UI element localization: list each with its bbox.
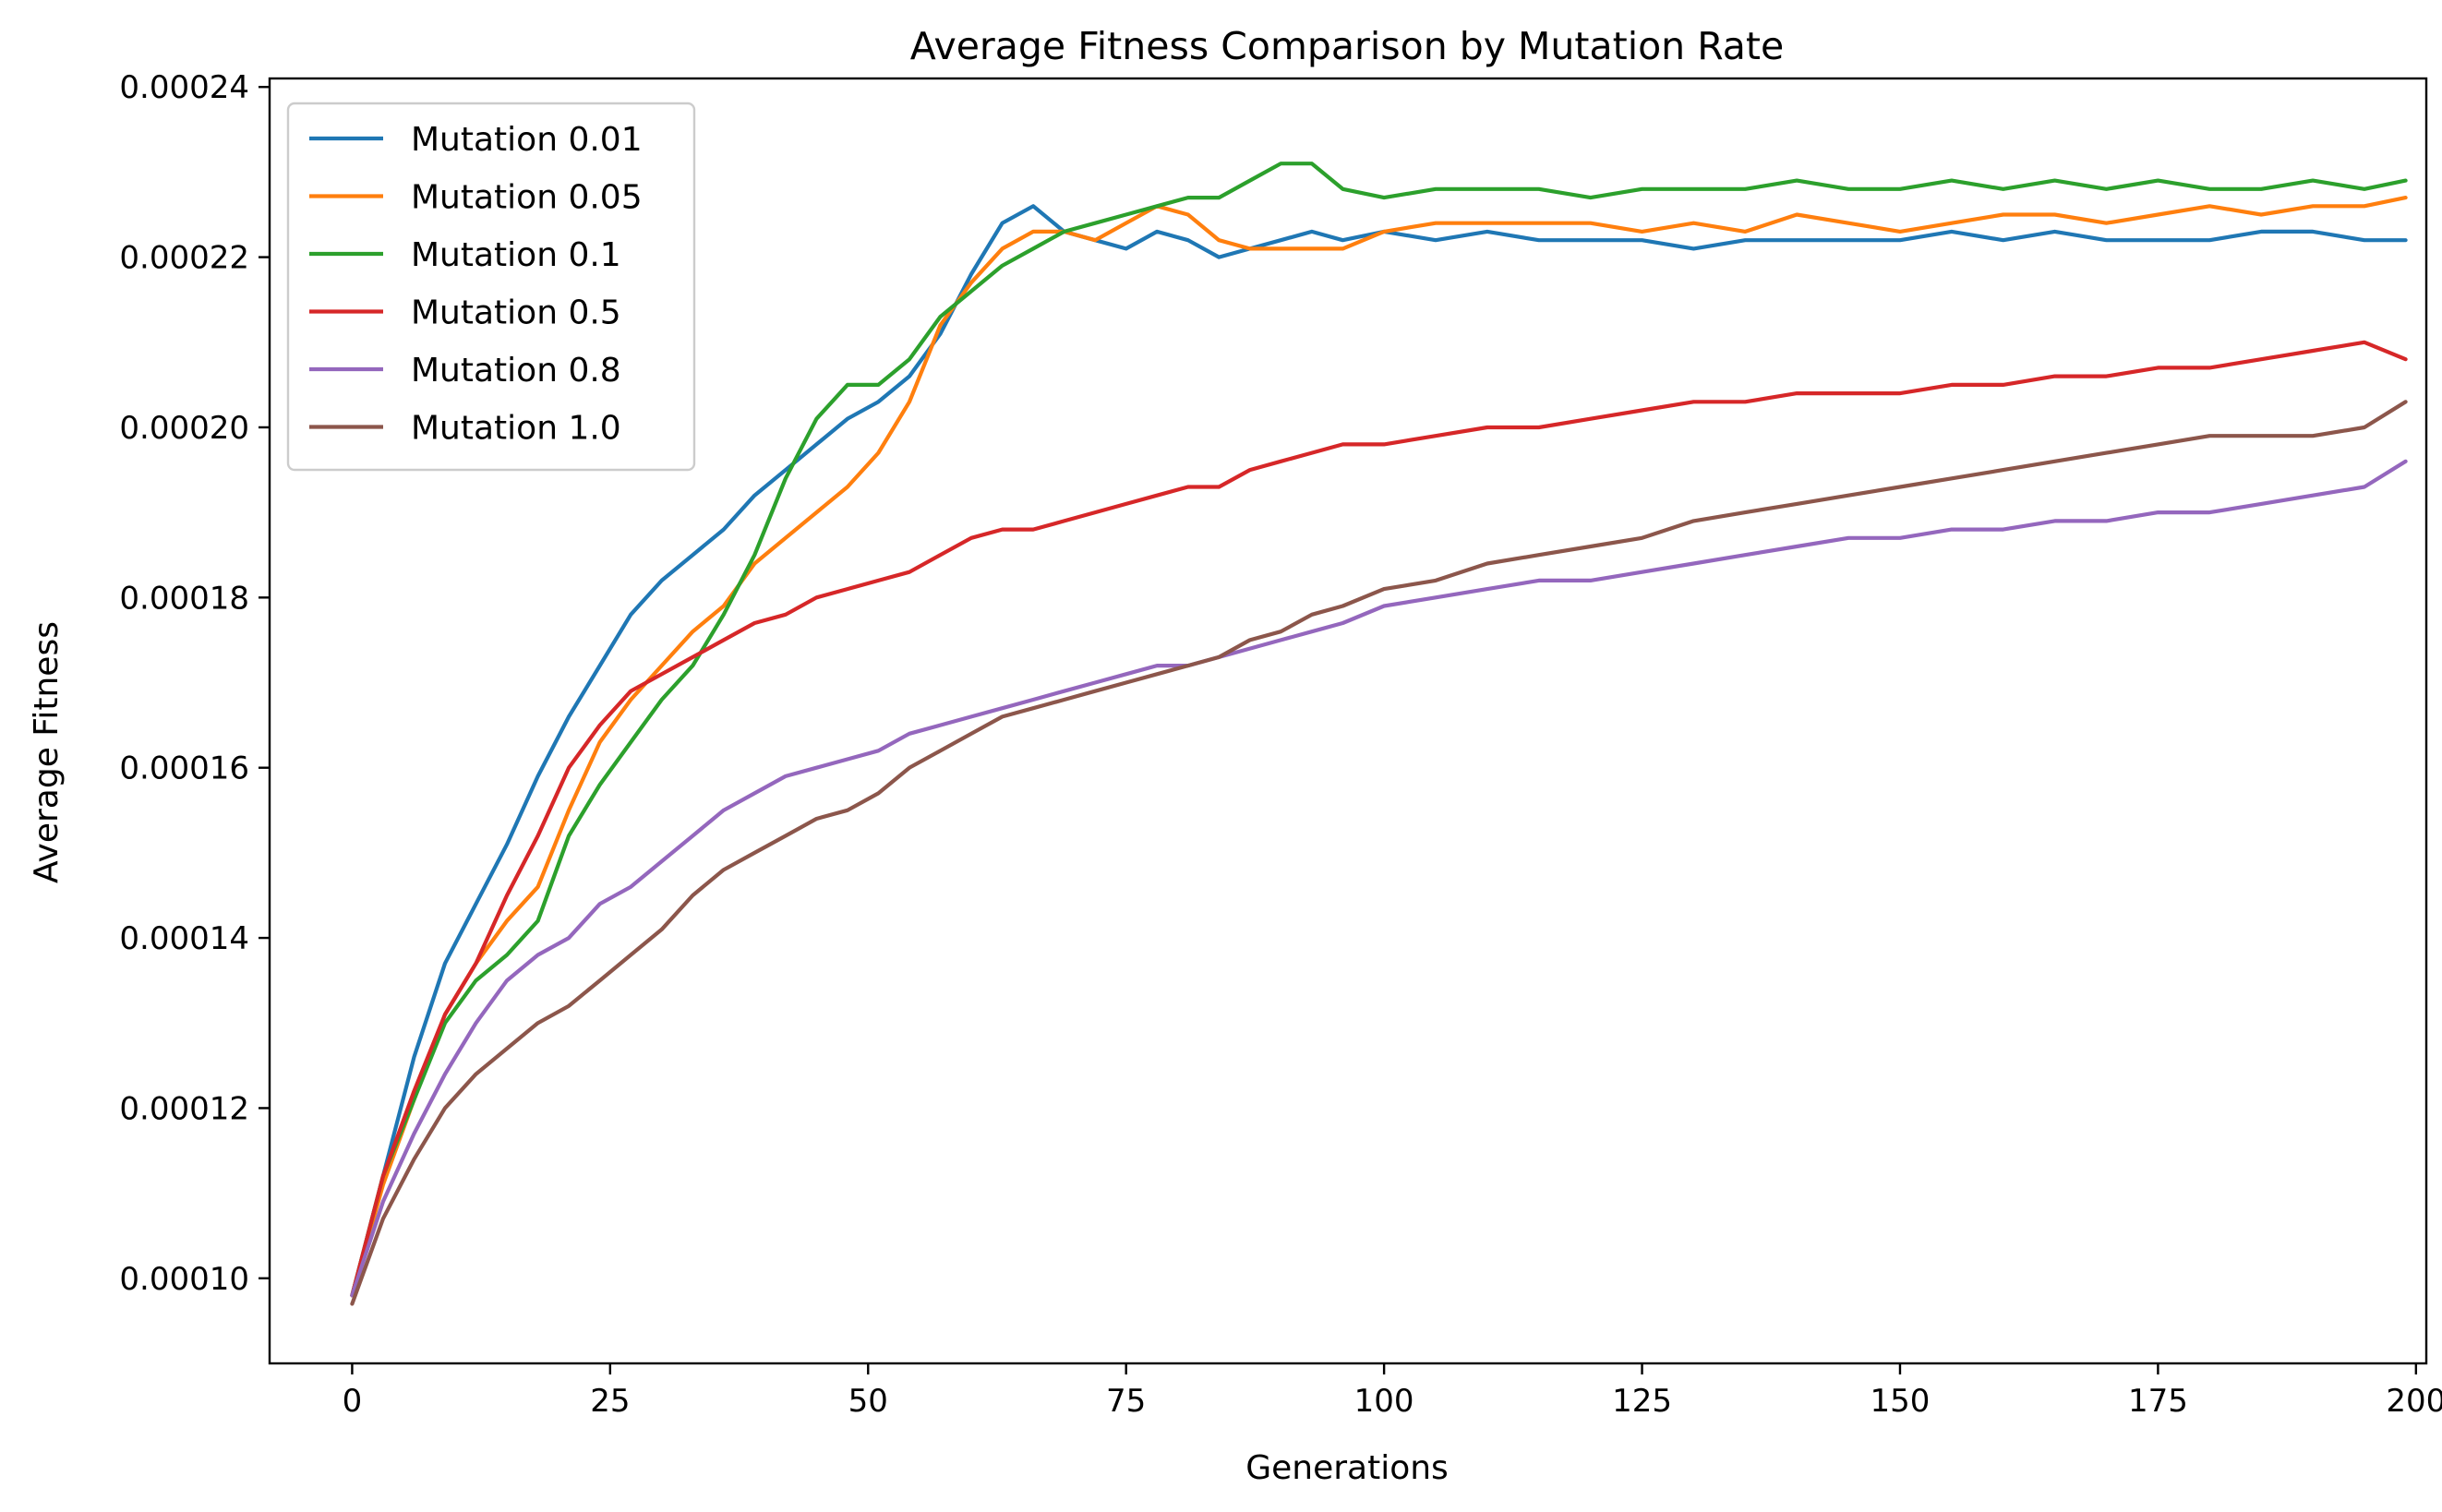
x-tick-label: 125	[1612, 1383, 1672, 1420]
x-tick-label: 200	[2386, 1383, 2442, 1420]
x-tick-label: 150	[1871, 1383, 1931, 1420]
x-tick-label: 75	[1106, 1383, 1146, 1420]
y-tick-label: 0.00018	[119, 580, 249, 617]
series-line-5	[350, 400, 2408, 1306]
y-tick-label: 0.00016	[119, 750, 249, 787]
chart-title: Average Fitness Comparison by Mutation R…	[910, 24, 1784, 68]
y-tick-label: 0.00022	[119, 240, 249, 277]
y-axis-label: Average Fitness	[28, 621, 66, 883]
series-line-2	[350, 162, 2408, 1298]
legend-box	[286, 102, 696, 472]
series-line-4	[350, 459, 2408, 1298]
legend-label-0: Mutation 0.01	[411, 121, 643, 159]
x-tick-label: 25	[590, 1383, 630, 1420]
x-axis-label: Generations	[1245, 1449, 1449, 1487]
legend-label-1: Mutation 0.05	[411, 179, 643, 217]
plot-frame	[268, 77, 2428, 1365]
x-tick-label: 50	[848, 1383, 888, 1420]
legend-label-5: Mutation 1.0	[411, 410, 621, 448]
legend-label-3: Mutation 0.5	[411, 294, 621, 332]
x-axis: 0 25 50 75 100 125 150 175 200	[343, 1363, 2442, 1420]
y-tick-label: 0.00024	[119, 69, 249, 106]
series-line-3	[350, 340, 2408, 1298]
series-line-1	[350, 196, 2408, 1298]
x-tick-label: 100	[1354, 1383, 1414, 1420]
legend: Mutation 0.01 Mutation 0.05 Mutation 0.1 Mu…	[286, 102, 696, 472]
legend-label-4: Mutation 0.8	[411, 352, 621, 390]
y-axis: 0.00010 0.00012 0.00014 0.00016 0.00018 0.000…	[119, 69, 270, 1298]
x-tick-label: 175	[2128, 1383, 2188, 1420]
y-tick-label: 0.00014	[119, 920, 249, 957]
y-tick-label: 0.00010	[119, 1261, 249, 1298]
x-tick-label: 0	[343, 1383, 363, 1420]
y-tick-label: 0.00012	[119, 1090, 249, 1127]
plot-area	[268, 77, 2428, 1365]
y-tick-label: 0.00020	[119, 410, 249, 447]
legend-label-2: Mutation 0.1	[411, 236, 621, 274]
series-line-0	[350, 204, 2408, 1298]
